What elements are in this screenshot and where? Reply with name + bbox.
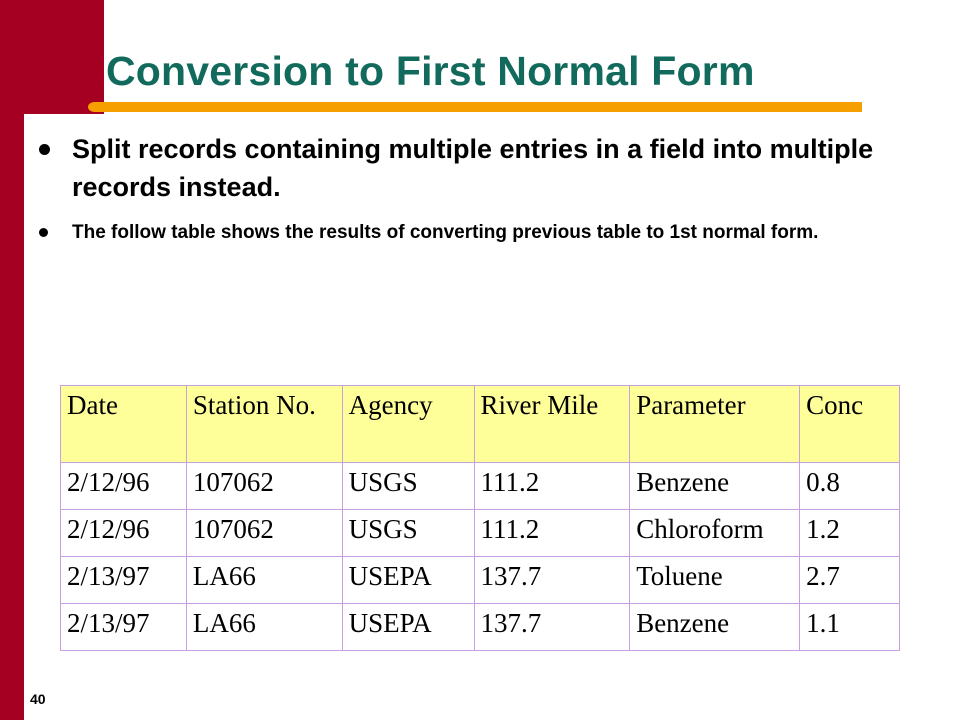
- table-row: 2/13/97 LA66 USEPA 137.7 Benzene 1.1: [60, 603, 900, 651]
- table-cell: 1.1: [799, 603, 900, 651]
- table-cell: LA66: [185, 603, 343, 651]
- column-header-river-mile: River Mile: [473, 385, 631, 463]
- table-header-row: Date Station No. Agency River Mile Param…: [60, 385, 900, 463]
- table-cell: USEPA: [341, 603, 475, 651]
- column-header-agency: Agency: [341, 385, 475, 463]
- table-cell: USGS: [341, 509, 475, 557]
- table-row: 2/12/96 107062 USGS 111.2 Chloroform 1.2: [60, 509, 900, 557]
- table-cell: 0.8: [799, 462, 900, 510]
- column-header-parameter: Parameter: [629, 385, 801, 463]
- bullet-item: The follow table shows the results of co…: [36, 218, 896, 247]
- table-cell: 111.2: [473, 509, 631, 557]
- table-cell: Benzene: [629, 603, 801, 651]
- table-cell: 2/12/96: [60, 509, 187, 557]
- table-cell: 107062: [185, 462, 343, 510]
- table-cell: Chloroform: [629, 509, 801, 557]
- bullet-dot-icon: [39, 144, 50, 155]
- table-cell: 137.7: [473, 556, 631, 604]
- title-underline: [88, 102, 862, 112]
- top-accent-block: [0, 0, 104, 114]
- table-cell: 137.7: [473, 603, 631, 651]
- table-cell: Benzene: [629, 462, 801, 510]
- table-cell: 2/12/96: [60, 462, 187, 510]
- table-row: 2/13/97 LA66 USEPA 137.7 Toluene 2.7: [60, 556, 900, 604]
- left-accent-bar: [0, 0, 24, 720]
- table-cell: 107062: [185, 509, 343, 557]
- table-cell: USEPA: [341, 556, 475, 604]
- bullet-dot-icon: [39, 228, 48, 237]
- table-cell: 2/13/97: [60, 603, 187, 651]
- table-cell: Toluene: [629, 556, 801, 604]
- column-header-station-no: Station No.: [185, 385, 343, 463]
- table-row: 2/12/96 107062 USGS 111.2 Benzene 0.8: [60, 462, 900, 510]
- table-cell: 111.2: [473, 462, 631, 510]
- table-cell: LA66: [185, 556, 343, 604]
- bullet-list: Split records containing multiple entrie…: [36, 130, 896, 247]
- page-number: 40: [30, 691, 46, 707]
- bullet-text: Split records containing multiple entrie…: [72, 134, 874, 202]
- column-header-conc: Conc: [799, 385, 900, 463]
- bullet-item: Split records containing multiple entrie…: [36, 130, 896, 206]
- normalized-table: Date Station No. Agency River Mile Param…: [60, 385, 900, 651]
- table-cell: 2.7: [799, 556, 900, 604]
- slide-title: Conversion to First Normal Form: [106, 48, 755, 94]
- table-cell: 1.2: [799, 509, 900, 557]
- bullet-text: The follow table shows the results of co…: [72, 222, 819, 243]
- table-cell: 2/13/97: [60, 556, 187, 604]
- column-header-date: Date: [60, 385, 187, 463]
- table-cell: USGS: [341, 462, 475, 510]
